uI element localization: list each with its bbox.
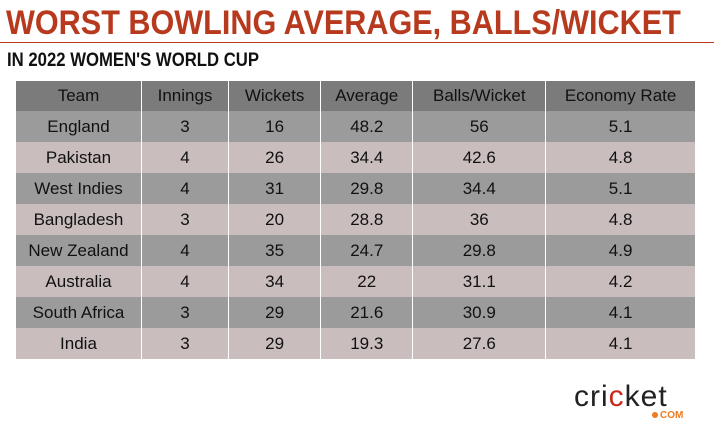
column-header: Wickets bbox=[228, 81, 322, 111]
table-row: India 3 29 19.3 27.6 4.1 bbox=[15, 328, 696, 359]
table-cell: England bbox=[15, 111, 142, 142]
table-cell: 3 bbox=[140, 328, 230, 359]
table-cell: 4 bbox=[140, 266, 230, 297]
column-header: Innings bbox=[140, 81, 230, 111]
table-cell: 29 bbox=[228, 328, 322, 359]
cricket-com-logo: cricket bbox=[574, 380, 668, 414]
table-cell: 19.3 bbox=[320, 328, 414, 359]
table-cell: 16 bbox=[228, 111, 322, 142]
table-cell: 48.2 bbox=[320, 111, 414, 142]
table-cell: 21.6 bbox=[320, 297, 414, 328]
logo-text: cri bbox=[574, 380, 609, 413]
table-cell: 36 bbox=[412, 204, 547, 235]
logo-text: ket bbox=[624, 380, 668, 413]
table-cell: 4.8 bbox=[545, 204, 696, 235]
page-title: WORST BOWLING AVERAGE, BALLS/WICKET bbox=[6, 4, 681, 42]
table-cell: 29.8 bbox=[320, 173, 414, 204]
table-cell: 31 bbox=[228, 173, 322, 204]
table-cell: Pakistan bbox=[15, 142, 142, 173]
table-cell: Australia bbox=[15, 266, 142, 297]
table-cell: 56 bbox=[412, 111, 547, 142]
table-cell: 4 bbox=[140, 235, 230, 266]
table-cell: 34 bbox=[228, 266, 322, 297]
table-cell: South Africa bbox=[15, 297, 142, 328]
table-cell: 34.4 bbox=[412, 173, 547, 204]
table-cell: 4.9 bbox=[545, 235, 696, 266]
table-cell: 4.8 bbox=[545, 142, 696, 173]
table-cell: 4 bbox=[140, 142, 230, 173]
table-cell: 30.9 bbox=[412, 297, 547, 328]
table-row: Bangladesh 3 20 28.8 36 4.8 bbox=[15, 204, 696, 235]
table-row: South Africa 3 29 21.6 30.9 4.1 bbox=[15, 297, 696, 328]
table-cell: India bbox=[15, 328, 142, 359]
table-cell: 3 bbox=[140, 297, 230, 328]
table-cell: Bangladesh bbox=[15, 204, 142, 235]
header-row: Team Innings Wickets Average Balls/Wicket Eco… bbox=[15, 81, 696, 111]
subtitle: IN 2022 WOMEN'S WORLD CUP bbox=[7, 50, 260, 71]
table-cell: 4.2 bbox=[545, 266, 696, 297]
column-header: Team bbox=[15, 81, 142, 111]
table-cell: 34.4 bbox=[320, 142, 414, 173]
logo-suffix: COM bbox=[652, 410, 683, 421]
column-header: Average bbox=[320, 81, 414, 111]
table-cell: 28.8 bbox=[320, 204, 414, 235]
table-row: Australia 4 34 22 31.1 4.2 bbox=[15, 266, 696, 297]
table-cell: 4.1 bbox=[545, 328, 696, 359]
logo-ball-letter: c bbox=[608, 380, 625, 413]
table-cell: 42.6 bbox=[412, 142, 547, 173]
table-cell: 3 bbox=[140, 204, 230, 235]
table-cell: 5.1 bbox=[545, 111, 696, 142]
table-cell: New Zealand bbox=[15, 235, 142, 266]
column-header: Economy Rate bbox=[545, 81, 696, 111]
table-row: New Zealand 4 35 24.7 29.8 4.9 bbox=[15, 235, 696, 266]
table-row: Pakistan 4 26 34.4 42.6 4.8 bbox=[15, 142, 696, 173]
table-cell: 35 bbox=[228, 235, 322, 266]
title-divider bbox=[0, 42, 714, 43]
table-cell: 20 bbox=[228, 204, 322, 235]
table-cell: 22 bbox=[320, 266, 414, 297]
table-cell: 31.1 bbox=[412, 266, 547, 297]
table-row: England 3 16 48.2 56 5.1 bbox=[15, 111, 696, 142]
table-cell: 29.8 bbox=[412, 235, 547, 266]
table-cell: 24.7 bbox=[320, 235, 414, 266]
table-cell: 3 bbox=[140, 111, 230, 142]
table-cell: 29 bbox=[228, 297, 322, 328]
table-cell: 27.6 bbox=[412, 328, 547, 359]
column-header: Balls/Wicket bbox=[412, 81, 547, 111]
table-cell: 5.1 bbox=[545, 173, 696, 204]
stats-table: Team Innings Wickets Average Balls/Wicket Eco… bbox=[15, 81, 696, 359]
table-cell: 4.1 bbox=[545, 297, 696, 328]
table-cell: 4 bbox=[140, 173, 230, 204]
table-row: West Indies 4 31 29.8 34.4 5.1 bbox=[15, 173, 696, 204]
table-cell: 26 bbox=[228, 142, 322, 173]
table-cell: West Indies bbox=[15, 173, 142, 204]
